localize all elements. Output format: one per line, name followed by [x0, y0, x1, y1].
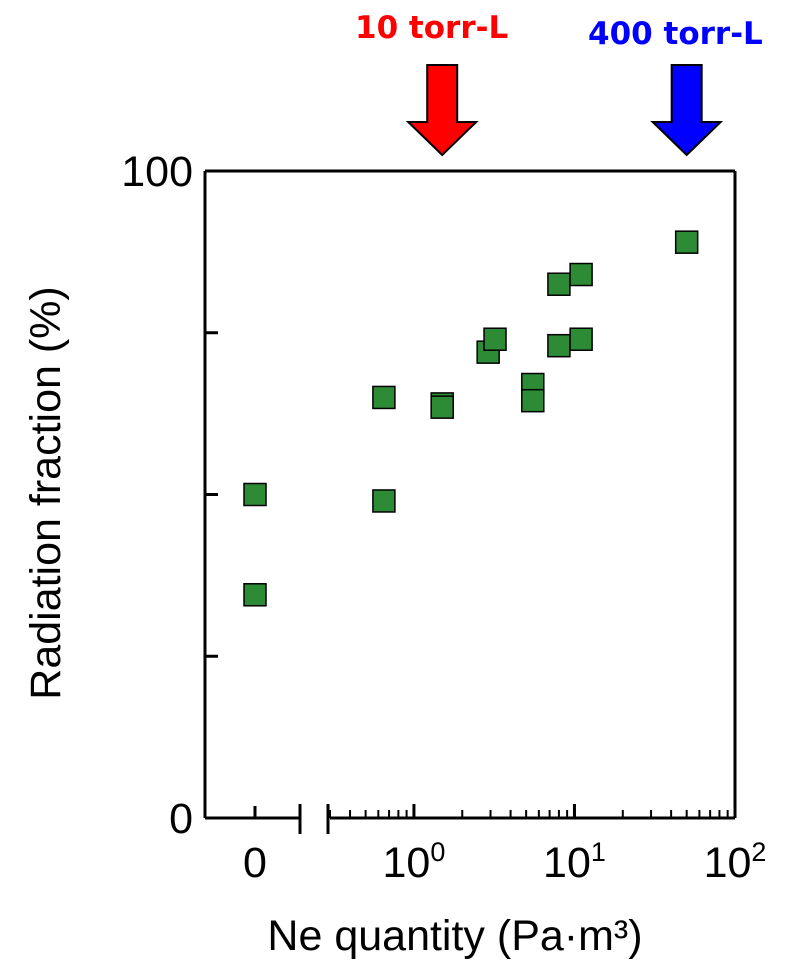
- data-point: [569, 327, 593, 351]
- data-point: [430, 395, 454, 419]
- y-tick-label: 100: [121, 148, 193, 196]
- x-tick-label-exponent: 0: [430, 837, 445, 867]
- x-tick-label: 101: [543, 837, 606, 887]
- data-point: [674, 230, 699, 254]
- annotation-arrow: [405, 64, 479, 157]
- data-point: [521, 388, 545, 413]
- x-tick-label: 0: [243, 839, 267, 887]
- data-points: [243, 230, 699, 607]
- x-tick-label: 100: [383, 837, 446, 887]
- annotation-400-torr: 400 torr-L: [588, 16, 763, 52]
- x-tick-label-exponent: 1: [591, 837, 606, 867]
- y-tick-label: 0: [169, 795, 193, 843]
- data-point: [243, 482, 267, 507]
- x-tick-label: 102: [704, 837, 767, 887]
- data-point: [243, 583, 267, 607]
- x-axis-label: Ne quantity (Pa·m³): [267, 912, 642, 960]
- annotation-arrows: [405, 64, 724, 157]
- data-point: [372, 385, 396, 410]
- data-point: [547, 272, 571, 296]
- axes: [203, 169, 737, 834]
- y-axis-label: Radiation fraction (%): [22, 286, 70, 699]
- data-point: [547, 333, 571, 358]
- data-point: [483, 327, 507, 351]
- data-point: [569, 262, 593, 287]
- annotation-10-torr: 10 torr-L: [355, 10, 509, 46]
- tick-marks: [205, 331, 737, 818]
- x-tick-label-exponent: 2: [751, 837, 766, 867]
- data-point: [372, 489, 396, 513]
- annotation-arrow: [650, 64, 724, 157]
